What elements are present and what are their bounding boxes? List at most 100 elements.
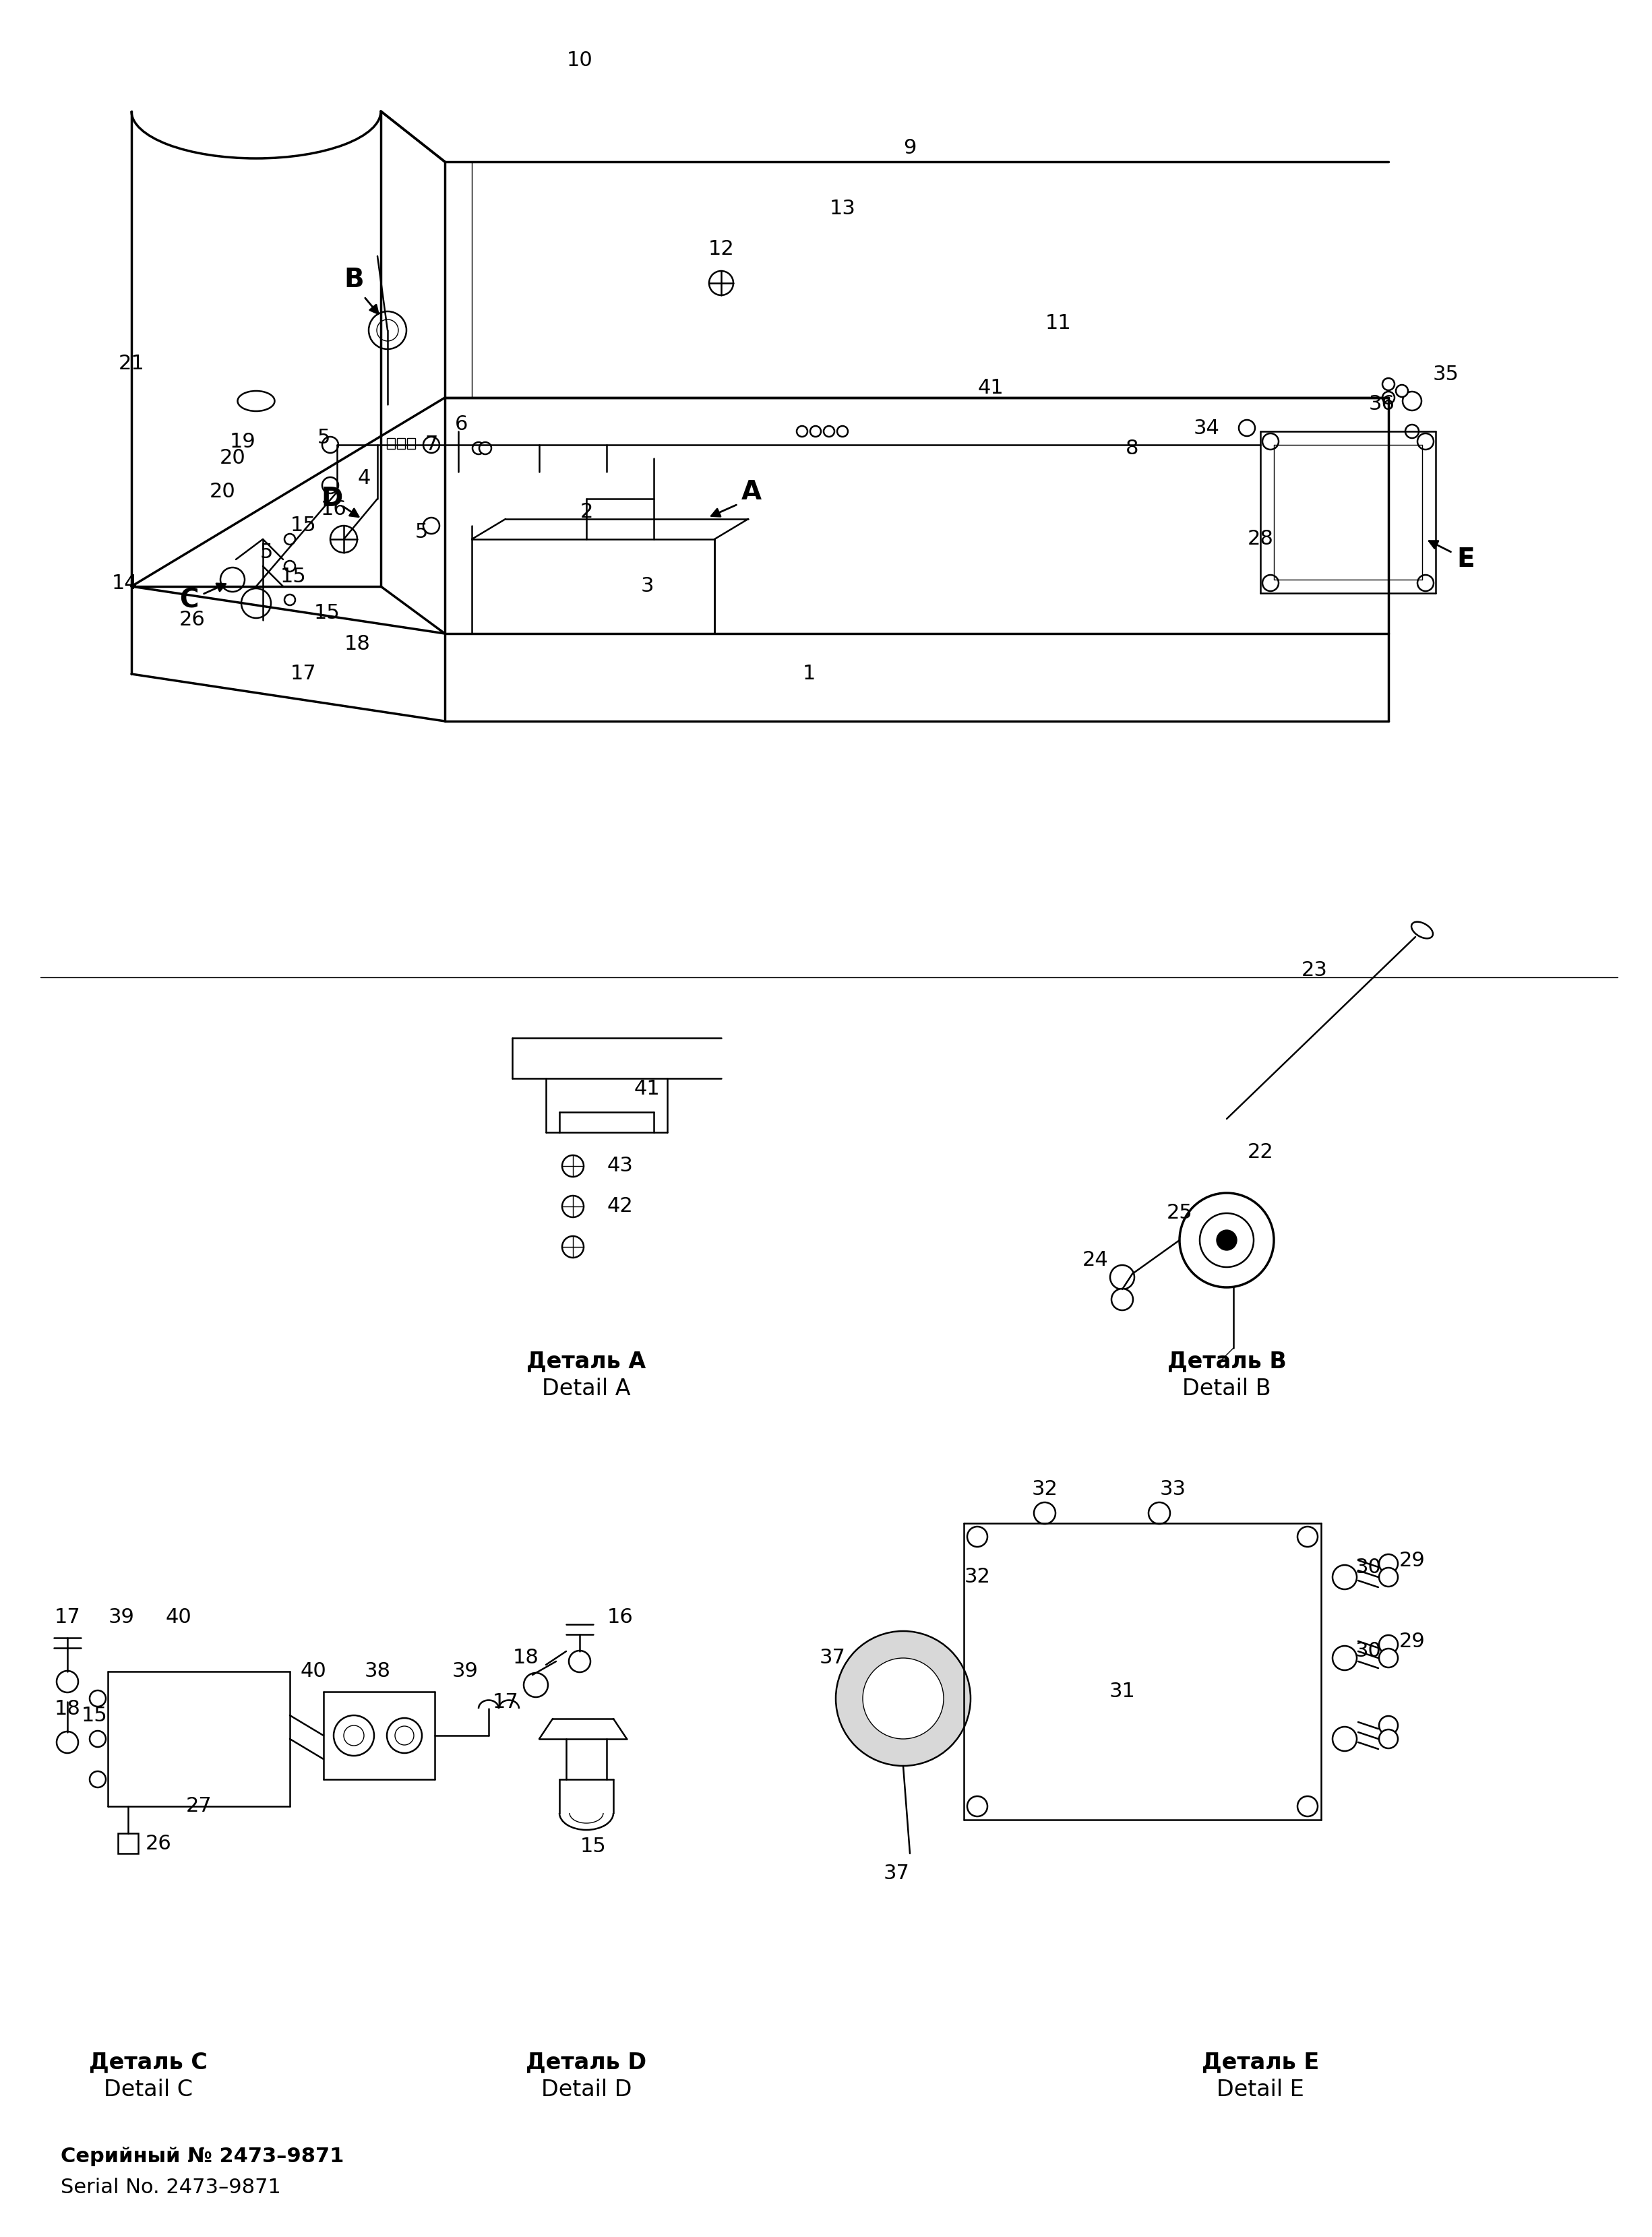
Text: 17: 17	[492, 1691, 519, 1711]
Circle shape	[1034, 1503, 1056, 1523]
Text: 29: 29	[1399, 1631, 1426, 1651]
Circle shape	[220, 568, 244, 593]
Circle shape	[809, 425, 821, 436]
Circle shape	[284, 595, 296, 606]
Text: 26: 26	[178, 611, 205, 631]
Circle shape	[479, 443, 491, 454]
Circle shape	[562, 1195, 583, 1217]
Text: 16: 16	[320, 499, 347, 519]
Circle shape	[1110, 1266, 1135, 1289]
Text: 39: 39	[109, 1608, 134, 1626]
Text: 40: 40	[165, 1608, 192, 1626]
Text: 41: 41	[634, 1078, 661, 1098]
Circle shape	[423, 517, 439, 535]
Circle shape	[1379, 1555, 1398, 1573]
Circle shape	[330, 526, 357, 553]
Bar	[387, 438, 395, 450]
Circle shape	[709, 271, 733, 295]
Text: 36: 36	[1368, 394, 1394, 414]
Text: Detail E: Detail E	[1216, 2078, 1303, 2101]
Circle shape	[89, 1691, 106, 1707]
Text: 37: 37	[819, 1649, 846, 1669]
Text: 32: 32	[965, 1568, 991, 1586]
Text: A: A	[742, 479, 762, 506]
Text: 3: 3	[641, 577, 654, 595]
Text: E: E	[1457, 546, 1475, 573]
Text: 16: 16	[606, 1608, 633, 1626]
Text: 40: 40	[301, 1662, 327, 1682]
Circle shape	[1333, 1566, 1356, 1588]
Circle shape	[284, 561, 296, 570]
Circle shape	[322, 476, 339, 494]
Text: 39: 39	[453, 1662, 477, 1682]
Text: B: B	[344, 266, 363, 293]
Circle shape	[322, 436, 339, 452]
Text: 19: 19	[230, 432, 256, 452]
Circle shape	[824, 425, 834, 436]
Text: 29: 29	[1399, 1550, 1426, 1570]
Circle shape	[1239, 421, 1256, 436]
Text: 25: 25	[1166, 1204, 1193, 1224]
Circle shape	[1396, 385, 1408, 396]
Circle shape	[1297, 1796, 1318, 1816]
Text: 17: 17	[55, 1608, 81, 1626]
Text: 41: 41	[978, 378, 1004, 398]
Circle shape	[838, 425, 847, 436]
Text: 18: 18	[512, 1649, 539, 1669]
Circle shape	[1333, 1646, 1356, 1671]
Text: 20: 20	[210, 483, 236, 501]
Text: 31: 31	[1108, 1682, 1135, 1702]
Text: 20: 20	[220, 450, 246, 468]
Text: 18: 18	[344, 633, 370, 653]
Text: 5: 5	[415, 523, 428, 541]
Text: 5: 5	[259, 544, 273, 561]
Text: 37: 37	[884, 1863, 910, 1884]
Text: 15: 15	[314, 604, 340, 624]
Text: 4: 4	[357, 470, 370, 488]
Circle shape	[1216, 1230, 1237, 1250]
Circle shape	[1262, 575, 1279, 591]
Text: 22: 22	[1247, 1143, 1274, 1163]
Text: 43: 43	[606, 1157, 633, 1177]
Circle shape	[368, 311, 406, 349]
Text: 13: 13	[829, 199, 856, 219]
Circle shape	[966, 1526, 988, 1546]
Text: 35: 35	[1432, 365, 1459, 385]
Bar	[406, 438, 415, 450]
Circle shape	[472, 443, 484, 454]
Circle shape	[796, 425, 808, 436]
Bar	[396, 438, 405, 450]
Circle shape	[1417, 434, 1434, 450]
Text: Detail C: Detail C	[104, 2078, 193, 2101]
Circle shape	[1112, 1289, 1133, 1311]
Text: 30: 30	[1355, 1557, 1381, 1577]
Text: Деталь E: Деталь E	[1201, 2051, 1320, 2074]
Circle shape	[284, 535, 296, 544]
Text: 12: 12	[709, 239, 733, 259]
Text: 15: 15	[281, 566, 306, 586]
Text: 32: 32	[1031, 1479, 1057, 1499]
Circle shape	[56, 1731, 78, 1754]
Circle shape	[1297, 1526, 1318, 1546]
Circle shape	[423, 436, 439, 452]
Text: 23: 23	[1302, 960, 1328, 980]
Text: 38: 38	[365, 1662, 390, 1682]
Circle shape	[1379, 1635, 1398, 1653]
Text: Серийный № 2473–9871: Серийный № 2473–9871	[61, 2148, 344, 2168]
Text: 6: 6	[456, 414, 468, 434]
Text: 27: 27	[185, 1796, 211, 1816]
Circle shape	[334, 1716, 373, 1756]
Text: 21: 21	[119, 353, 144, 374]
Circle shape	[387, 1718, 421, 1754]
Text: 10: 10	[567, 51, 593, 69]
Text: Detail D: Detail D	[542, 2078, 631, 2101]
Text: 17: 17	[291, 664, 317, 685]
Circle shape	[1406, 425, 1419, 438]
Text: 42: 42	[606, 1197, 633, 1217]
Text: 11: 11	[1046, 313, 1070, 333]
Text: Detail A: Detail A	[542, 1378, 631, 1400]
Text: Detail B: Detail B	[1183, 1378, 1270, 1400]
Text: 33: 33	[1160, 1479, 1186, 1499]
Circle shape	[241, 588, 271, 617]
Circle shape	[1383, 391, 1394, 403]
